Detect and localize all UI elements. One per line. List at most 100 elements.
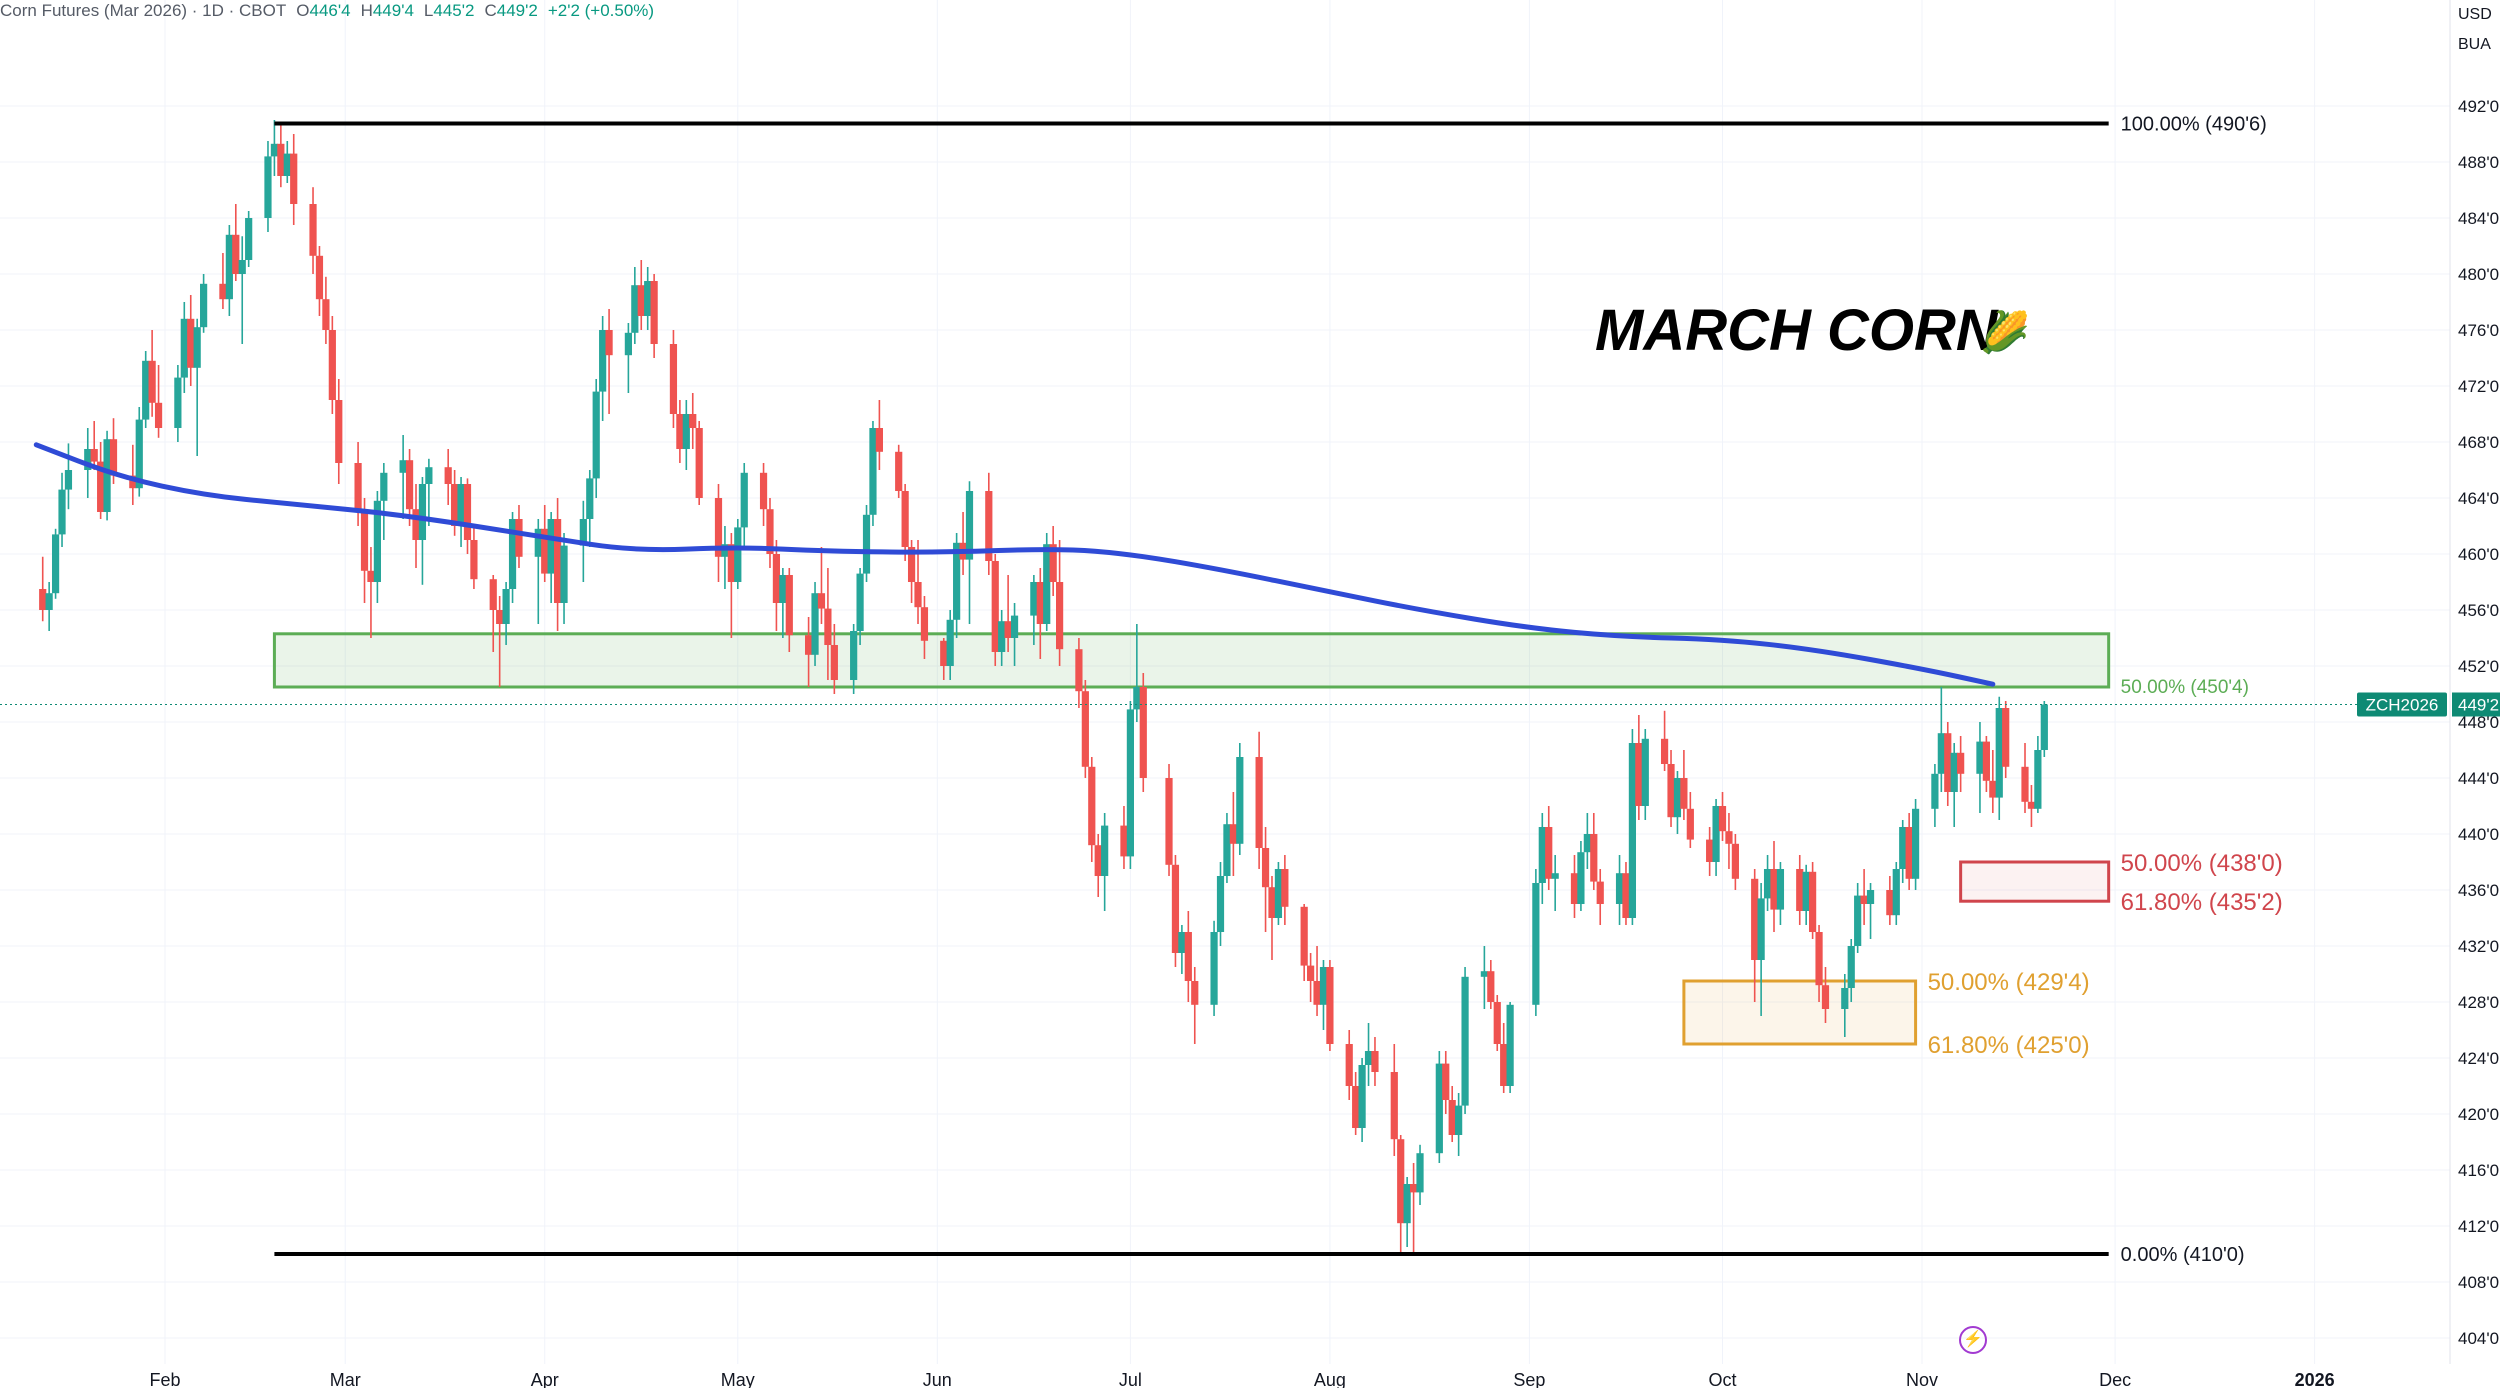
candle[interactable] [1261,827,1270,932]
candle[interactable] [1847,939,1855,1002]
candle[interactable] [129,444,137,505]
candle[interactable] [1802,864,1810,925]
candle[interactable] [1004,575,1012,652]
candle[interactable] [734,519,742,589]
candle[interactable] [1577,841,1585,911]
candle[interactable] [805,617,813,687]
candle[interactable] [1487,960,1495,1009]
candle[interactable] [1931,764,1939,827]
candle[interactable] [2027,785,2036,827]
candle[interactable] [373,491,381,603]
candle[interactable] [714,484,723,582]
candle[interactable] [457,477,465,547]
candle[interactable] [1751,869,1759,1002]
candle[interactable] [1622,862,1630,925]
candle[interactable] [759,463,768,526]
candle[interactable] [862,505,871,582]
candle[interactable] [1326,960,1334,1051]
candle[interactable] [142,351,150,428]
candle[interactable] [174,365,182,442]
candle[interactable] [2021,743,2029,813]
candle[interactable] [1094,834,1102,897]
candle[interactable] [1500,1023,1508,1093]
candle[interactable] [1319,960,1328,1030]
candle[interactable] [689,393,697,449]
candle[interactable] [785,568,793,652]
candle[interactable] [1538,813,1546,904]
candle[interactable] [264,141,272,232]
candle[interactable] [2002,701,2010,778]
candle[interactable] [779,568,787,638]
candle[interactable] [1101,813,1109,911]
candle[interactable] [405,449,414,526]
candle[interactable] [238,236,246,344]
candle[interactable] [740,463,748,547]
candle[interactable] [200,274,208,333]
candle[interactable] [1480,946,1488,1009]
candle[interactable] [489,575,497,652]
candle[interactable] [631,267,639,344]
candle[interactable] [1686,792,1694,848]
candle[interactable] [470,526,478,589]
candle[interactable] [290,134,298,225]
candle[interactable] [1345,1030,1353,1100]
candle[interactable] [1165,764,1173,876]
candle[interactable] [1435,1051,1443,1163]
candle[interactable] [1216,862,1225,946]
candle[interactable] [354,442,362,526]
candle[interactable] [1911,799,1920,890]
candle[interactable] [1088,757,1096,862]
candle[interactable] [1364,1023,1373,1086]
candle[interactable] [560,533,568,624]
price-axis-corner[interactable]: USD BUA [2452,0,2500,62]
candle[interactable] [1184,911,1192,1002]
candle[interactable] [650,274,658,358]
candle[interactable] [586,470,594,547]
candle[interactable] [553,498,562,631]
candle[interactable] [1776,862,1785,925]
candle[interactable] [58,472,66,547]
candle[interactable] [1731,834,1739,890]
candle[interactable] [1049,526,1057,596]
candle[interactable] [1892,862,1900,925]
candle[interactable] [1493,995,1501,1051]
candle[interactable] [1854,883,1862,953]
candle[interactable] [1551,855,1559,911]
candle[interactable] [1673,771,1682,834]
candle[interactable] [1358,1058,1366,1142]
candle[interactable] [322,276,330,344]
candle[interactable] [940,638,948,680]
candle[interactable] [682,400,690,470]
candle[interactable] [418,477,427,585]
candle[interactable] [959,512,967,575]
candle[interactable] [1590,813,1598,890]
candle[interactable] [508,512,517,603]
candle[interactable] [1210,920,1218,1016]
candle[interactable] [45,582,53,631]
candle[interactable] [277,122,285,188]
candle[interactable] [1390,1044,1398,1156]
candle[interactable] [315,246,324,316]
candle[interactable] [451,470,459,536]
candle[interactable] [1905,813,1913,890]
candle[interactable] [232,204,240,281]
candle[interactable] [1680,750,1688,820]
candle[interactable] [1757,883,1765,1016]
candle[interactable] [1371,1037,1379,1086]
candle[interactable] [985,472,993,575]
candle[interactable] [1995,696,2003,820]
candle[interactable] [399,435,407,519]
candle[interactable] [1268,876,1276,960]
candle[interactable] [541,505,549,582]
candle[interactable] [1307,953,1315,1002]
candle[interactable] [624,323,632,393]
candle[interactable] [1860,869,1868,925]
candle[interactable] [1641,729,1649,820]
candle[interactable] [1866,883,1875,939]
candle[interactable] [270,120,279,176]
candle[interactable] [1448,1086,1456,1142]
candle[interactable] [225,225,233,316]
candle[interactable] [328,316,336,414]
candle[interactable] [1841,974,1849,1037]
candle[interactable] [1236,743,1244,855]
